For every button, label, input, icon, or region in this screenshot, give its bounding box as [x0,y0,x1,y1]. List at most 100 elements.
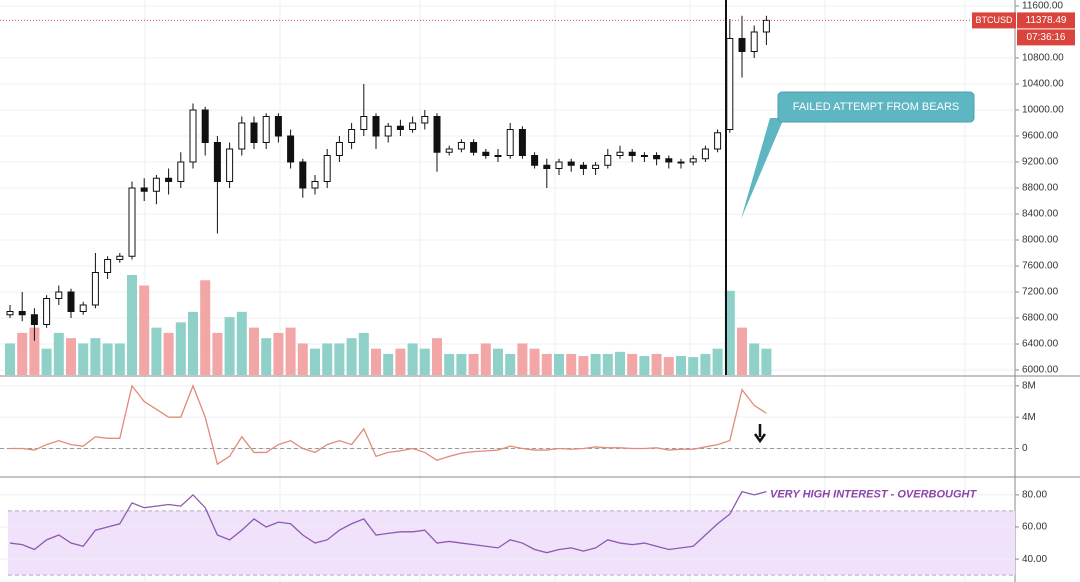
volume-bar [114,343,125,375]
candle-body [409,122,417,130]
volume-bar [66,338,76,375]
y-tick-label: 40.00 [1022,554,1047,565]
volume-bar [297,343,308,375]
volume-bar [395,348,406,375]
volume-bar [224,317,235,375]
candle-body [518,129,526,156]
candle-body [457,142,465,150]
volume-bar [285,327,296,375]
volume-bar [200,280,211,375]
candle-body [213,142,221,182]
volume-bar [602,353,613,375]
volume-bar [5,343,15,375]
candle-body [543,164,551,169]
y-tick-label: 9200.00 [1022,157,1059,168]
y-tick-label: 9600.00 [1022,131,1059,142]
y-tick-label: 8400.00 [1022,209,1059,220]
volume-bar [236,311,247,375]
candle-body [79,304,87,312]
volume-bar [517,343,528,375]
volume-bar [163,332,174,375]
y-tick-label: 7600.00 [1022,261,1059,272]
candle-body [165,177,173,182]
volume-bar [346,338,357,375]
volume-bar [102,343,113,375]
volume-bar [322,343,333,375]
candle-body [750,31,758,52]
candle-body [640,155,648,157]
volume-bar [432,338,442,375]
y-tick-label: 8M [1022,380,1036,391]
candle-body [396,125,404,130]
candle-body [665,158,673,163]
volume-bar [724,290,735,375]
candle-body [104,259,112,273]
candle-body [738,38,746,52]
volume-bar [90,338,101,375]
candle-body [421,116,429,124]
volume-bar [749,343,760,375]
callout-box [777,91,975,123]
volume-bar [737,327,747,375]
volume-bar [53,332,64,375]
volume-bar [334,343,345,375]
y-tick-label: 10800.00 [1022,53,1064,64]
volume-bar [151,327,162,375]
candle-body [348,129,356,143]
candle-body [311,181,319,189]
countdown-label: 07:36:16 [1027,32,1066,43]
candle-body [201,109,209,143]
candle-body [482,151,490,156]
candle-body [762,19,770,33]
candle-body [91,272,99,306]
candle-body [55,291,63,299]
volume-bar [127,275,137,375]
candle-body [67,291,75,312]
price-box [1017,12,1075,29]
volume-bar [78,343,89,375]
volume-bar [529,348,540,375]
volume-bar [407,343,418,375]
candle-body [701,148,709,160]
candle-body [250,122,258,143]
indicator-line [10,384,767,466]
candle-body [287,135,295,163]
candle-body [177,161,185,182]
candle-body [445,148,453,153]
volume-bar [615,351,625,375]
y-tick-label: 6000.00 [1022,365,1059,376]
candle-body [140,187,148,192]
volume-bar [444,353,455,375]
candle-body [335,142,343,156]
candle-body [360,116,368,130]
volume-bar [371,348,381,375]
volume-bar [676,356,686,375]
candle-body [433,116,441,153]
y-tick-label: 8000.00 [1022,235,1059,246]
candle-body [567,161,575,166]
volume-bar [541,353,552,375]
y-tick-label: 7200.00 [1022,287,1059,298]
candle-body [189,109,197,163]
volume-bar [419,348,430,375]
candle-body [128,187,136,257]
candle-body [494,155,502,157]
volume-bar [505,353,516,375]
volume-bar [139,285,150,375]
last-price-label: 11378.49 [1026,15,1067,26]
countdown-box [1017,29,1075,46]
candle-body [18,311,26,316]
candle-body [677,161,685,164]
y-tick-label: 4M [1022,412,1036,423]
volume-bar [590,353,601,375]
volume-bar [688,357,699,375]
indicator-line [9,490,767,554]
callout-text: FAILED ATTEMPT FROM BEARS [793,101,959,113]
y-tick-label: 10400.00 [1022,79,1064,90]
volume-bar [188,311,198,375]
candle-body [323,155,331,182]
volume-bar [712,348,723,375]
symbol-label: BTCUSD [975,15,1013,25]
candle-body [592,164,600,169]
